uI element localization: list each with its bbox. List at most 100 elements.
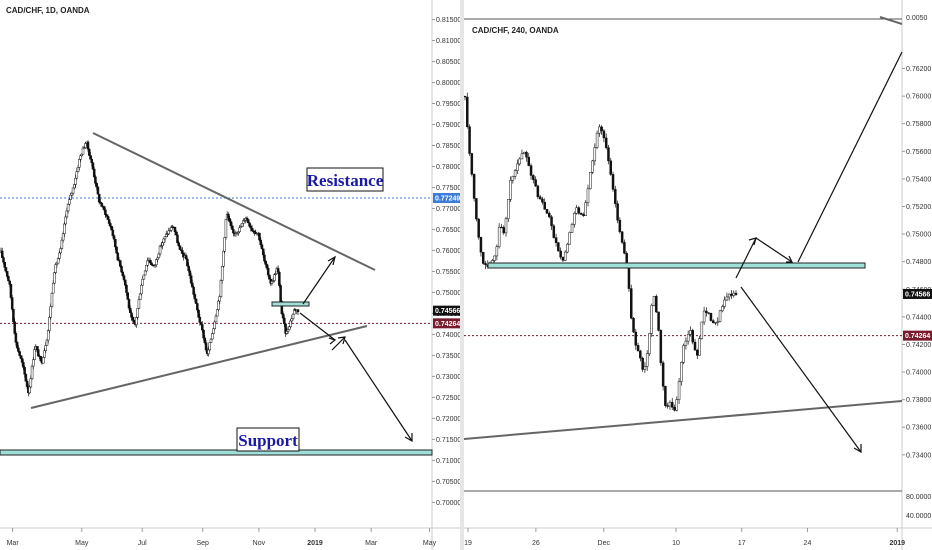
- right-candle-body: [655, 295, 658, 313]
- left-candle-body: [14, 333, 18, 343]
- left-candle-body: [214, 315, 218, 323]
- left-candle-body: [60, 239, 64, 249]
- left-candle-body: [264, 260, 267, 265]
- right-candle-body: [709, 312, 713, 321]
- right-candle-body: [545, 209, 549, 214]
- right-ytick-label: 0.75600: [906, 149, 931, 156]
- right-candle-body: [693, 341, 697, 351]
- left-candle-body: [173, 227, 177, 233]
- right-candle-body: [557, 242, 560, 252]
- right-candle-body: [714, 322, 717, 324]
- right-price-axis[interactable]: 0.76200 0.76000 0.75800 0.75600 0.75400 0.752…: [902, 66, 931, 459]
- left-candle-body: [263, 254, 266, 262]
- left-candle-body: [212, 328, 215, 334]
- right-candle-body: [481, 251, 485, 264]
- right-candle-body: [634, 331, 638, 346]
- right-candle-body: [500, 226, 503, 229]
- left-candle-body: [95, 183, 98, 188]
- left-candle-body: [204, 342, 208, 351]
- left-price-axis[interactable]: 0.81500 0.81000 0.80500 0.80000 0.79500 0.790…: [432, 17, 460, 507]
- right-candle-body: [707, 312, 710, 314]
- right-candle-body: [732, 292, 735, 296]
- left-ytick-label: 0.70000: [436, 500, 460, 507]
- left-candle-body: [107, 219, 111, 224]
- right-candle-body: [696, 349, 699, 356]
- right-candle-body: [723, 299, 726, 307]
- left-ytick-label: 0.75500: [436, 269, 460, 276]
- left-candle-body: [155, 259, 158, 266]
- left-chart[interactable]: CAD/CHF, 1D, OANDA Resistance Support 0.…: [0, 0, 460, 550]
- left-candle-body: [9, 284, 13, 298]
- left-candle-body: [48, 316, 51, 331]
- right-candle-body: [527, 156, 531, 166]
- right-candle-body: [734, 292, 738, 295]
- right-ytick-label: 0.75200: [906, 204, 931, 211]
- right-candle-body: [623, 242, 626, 254]
- left-candle-body: [186, 258, 189, 267]
- left-candle-body: [289, 320, 292, 327]
- left-candle-body: [71, 187, 75, 194]
- right-arrowhead-down-1: [786, 255, 793, 263]
- right-candle-body: [516, 163, 519, 171]
- left-candle-body: [63, 223, 66, 235]
- left-plot-area[interactable]: [0, 0, 432, 528]
- left-candle-body: [92, 168, 96, 178]
- right-candle-body: [504, 218, 508, 234]
- left-candle-body: [44, 345, 47, 351]
- left-candle-body: [104, 209, 107, 215]
- right-ytick-label: 0.73600: [906, 425, 931, 432]
- left-candle-body: [4, 267, 8, 272]
- left-small-zone: [271, 301, 310, 307]
- left-candle-body: [215, 309, 219, 317]
- right-candle-body: [657, 311, 660, 331]
- left-candle-body: [17, 347, 20, 352]
- left-candle-body: [116, 252, 120, 261]
- right-candle-body: [645, 353, 649, 367]
- left-price-tag-label: 0.74264: [435, 321, 460, 328]
- left-candle-body: [281, 313, 285, 319]
- right-candle-body: [716, 321, 720, 323]
- right-xtick-label: 19: [464, 540, 472, 547]
- left-candle-body: [290, 318, 294, 322]
- left-candle-body: [37, 349, 40, 357]
- left-candle-body: [249, 225, 253, 229]
- right-candle-body: [538, 196, 542, 200]
- left-candle-body: [0, 250, 4, 258]
- left-candle-body: [250, 227, 254, 231]
- left-arrowhead-down-1: [328, 337, 337, 345]
- right-ytick-label: 0.74000: [906, 370, 931, 377]
- left-candle-body: [196, 303, 199, 311]
- right-xtick-label: Dec: [598, 540, 611, 547]
- right-candle-body: [632, 317, 635, 333]
- left-candle-body: [61, 233, 65, 241]
- right-candle-body: [727, 293, 731, 298]
- left-ytick-label: 0.78500: [436, 143, 460, 150]
- right-candle-body: [689, 330, 692, 335]
- right-candle-body: [513, 170, 517, 177]
- right-candle-body: [589, 172, 592, 190]
- left-candle-body: [131, 316, 134, 321]
- left-time-axis[interactable]: Mar May Jul Sep Nov 2019 Mar May: [7, 528, 437, 547]
- left-candle-body: [70, 192, 74, 196]
- right-candle-body: [686, 334, 690, 342]
- left-candle-body: [266, 267, 270, 276]
- right-chart[interactable]: CAD/CHF, 240, OANDA 0.76200 0.76000 0.7580…: [464, 0, 932, 550]
- right-candle-body: [484, 263, 487, 265]
- right-candle-body: [609, 160, 612, 175]
- left-candle-body: [100, 202, 103, 207]
- left-candle-body: [42, 357, 45, 364]
- right-candle-body: [529, 165, 533, 176]
- right-candle-body: [705, 310, 708, 313]
- left-ytick-label: 0.79000: [436, 122, 460, 129]
- left-candle-body: [198, 316, 202, 323]
- left-ytick-label: 0.70500: [436, 479, 460, 486]
- resistance-label-box: [306, 167, 384, 192]
- left-candle-body: [258, 232, 261, 241]
- right-candle-body: [691, 330, 694, 343]
- right-candle-body: [639, 350, 642, 359]
- left-candle-body: [128, 307, 132, 314]
- left-ytick-label: 0.76500: [436, 227, 460, 234]
- left-support-trendline: [30, 325, 368, 409]
- right-time-axis[interactable]: 19 26 Dec 10 17 24 2019: [464, 528, 905, 547]
- left-candle-body: [109, 223, 112, 227]
